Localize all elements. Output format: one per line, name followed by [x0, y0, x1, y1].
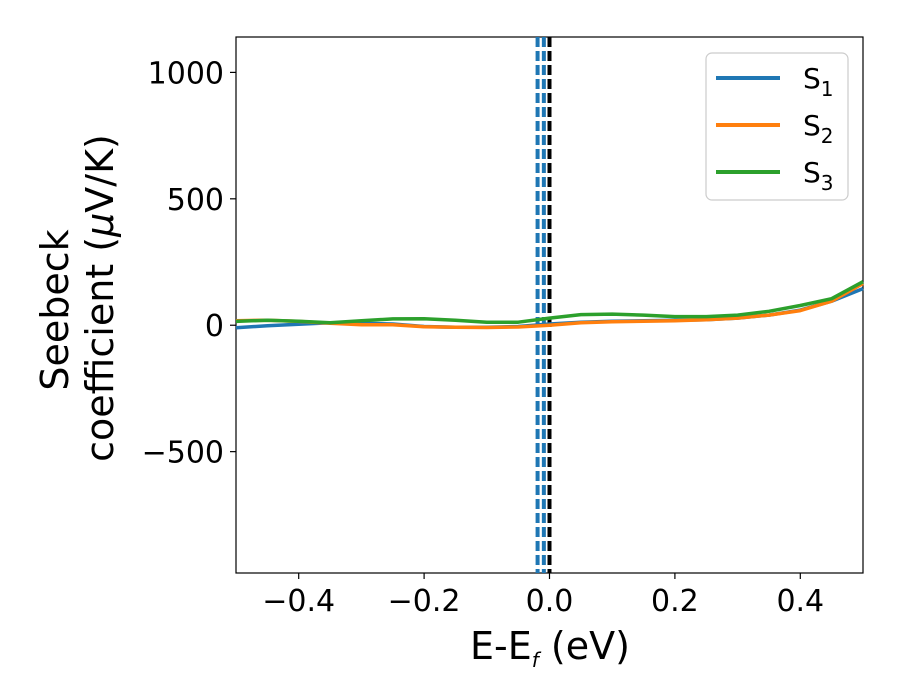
- x-tick-label: −0.2: [388, 584, 461, 619]
- vertical-reference-lines: [535, 37, 552, 573]
- y-tick-label: 1000: [148, 56, 224, 91]
- x-axis-title: E-Ef (eV): [470, 624, 630, 672]
- x-tick-label: −0.4: [262, 584, 335, 619]
- legend-label-s3: S3: [803, 156, 834, 195]
- y-tick-label: 500: [167, 183, 224, 218]
- x-tick-label: 0.4: [776, 584, 824, 619]
- y-axis-title-line1: Seebeck: [33, 229, 77, 390]
- y-axis-ticks: −500 0 500 1000: [142, 56, 236, 471]
- y-tick-label: −500: [142, 436, 224, 471]
- x-axis-ticks: −0.4 −0.2 0.0 0.2 0.4: [262, 573, 824, 619]
- legend-label-s2: S2: [803, 109, 834, 148]
- legend: S1 S2 S3: [705, 52, 849, 201]
- series-line-s3: [235, 280, 864, 325]
- x-tick-label: 0.0: [526, 584, 574, 619]
- x-tick-label: 0.2: [651, 584, 699, 619]
- y-tick-label: 0: [205, 309, 224, 344]
- y-axis-title-line2: coefficient (μV/K): [78, 134, 122, 462]
- series-lines: [235, 280, 864, 330]
- legend-label-s1: S1: [803, 62, 834, 101]
